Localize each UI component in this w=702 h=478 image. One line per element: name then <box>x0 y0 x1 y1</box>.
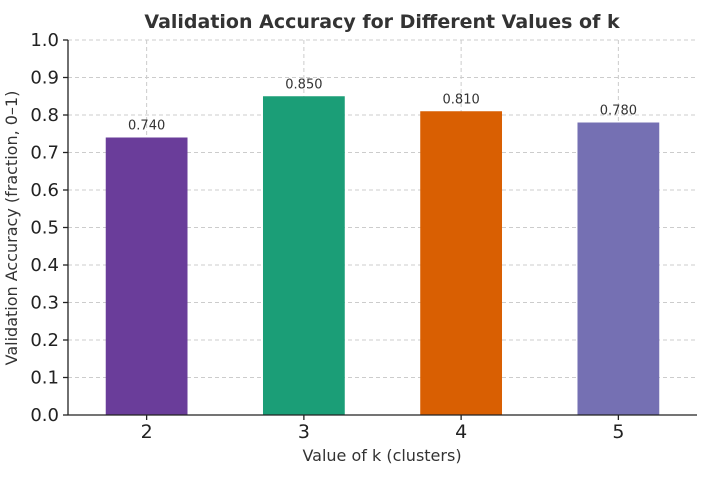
y-tick-label: 0.8 <box>30 105 59 126</box>
y-tick-label: 0.4 <box>30 255 59 276</box>
bar-k-5 <box>577 122 660 415</box>
chart-title: Validation Accuracy for Different Values… <box>144 11 620 33</box>
y-axis-label: Validation Accuracy (fraction, 0–1) <box>2 91 21 366</box>
bar-layer <box>105 96 660 415</box>
x-tick-label: 2 <box>141 421 153 443</box>
y-tick-label: 0.6 <box>30 180 59 201</box>
x-tick-label: 3 <box>298 421 310 443</box>
data-label: 0.780 <box>600 104 637 119</box>
y-tick-label: 0.9 <box>30 68 59 89</box>
y-tick-label: 1.0 <box>30 30 59 51</box>
data-label: 0.740 <box>128 119 165 134</box>
x-tick-label: 4 <box>455 421 467 443</box>
bar-k-3 <box>262 96 345 415</box>
x-tick-label: 5 <box>612 421 624 443</box>
bar-k-2 <box>105 137 188 415</box>
bar-k-4 <box>420 111 503 415</box>
x-axis-label: Value of k (clusters) <box>302 446 461 465</box>
y-tick-label: 0.3 <box>30 293 59 314</box>
y-tick-label: 0.2 <box>30 330 59 351</box>
data-label: 0.810 <box>443 92 480 107</box>
axis-layer <box>63 39 697 420</box>
y-tick-label: 0.1 <box>30 368 59 389</box>
y-tick-label: 0.7 <box>30 143 59 164</box>
y-tick-label: 0.0 <box>30 405 59 426</box>
data-label: 0.850 <box>285 77 322 92</box>
y-tick-label: 0.5 <box>30 218 59 239</box>
label-layer: 0.0 0.1 0.2 0.3 0.4 0.5 0.6 0.7 0.8 0.9 1.0 0.740 2 0… <box>30 30 637 443</box>
